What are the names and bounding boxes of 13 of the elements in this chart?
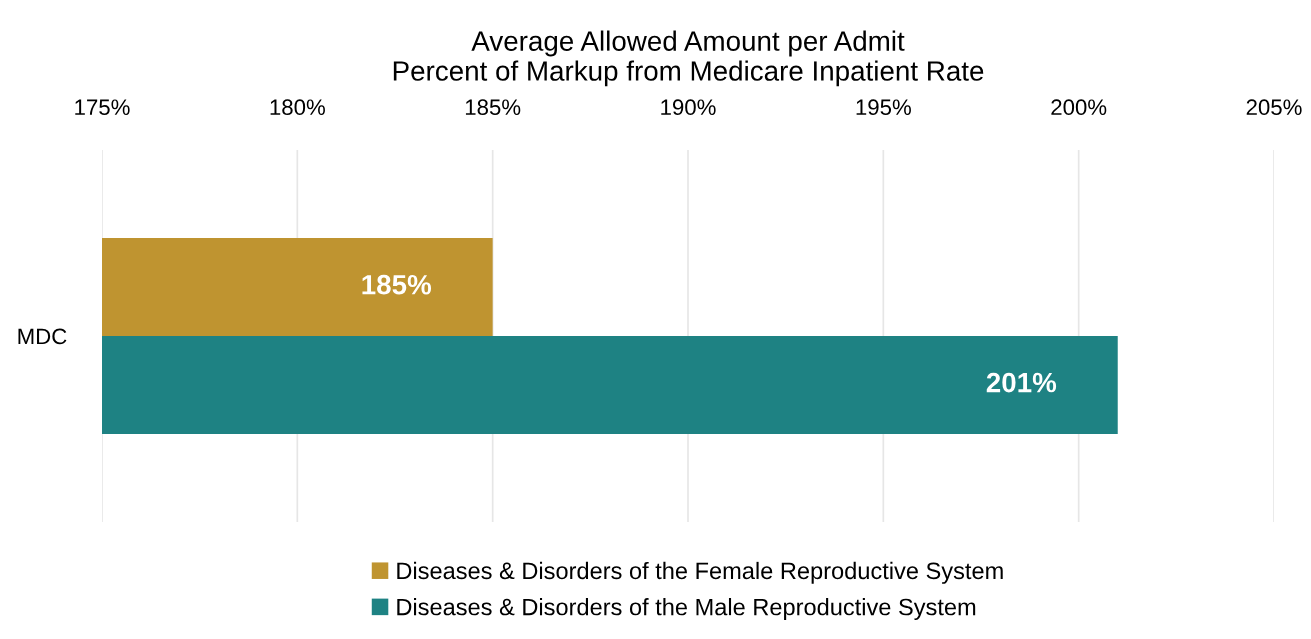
legend-label: Diseases & Disorders of the Male Reproductive System bbox=[397, 598, 976, 621]
x-tick-label: 175% bbox=[75, 99, 130, 116]
data-label: 201% bbox=[986, 372, 1057, 393]
data-label: 185% bbox=[362, 274, 432, 295]
x-tick-label: 200% bbox=[1051, 99, 1107, 116]
y-tick-label: MDC bbox=[18, 328, 67, 345]
x-tick-label: 195% bbox=[856, 99, 911, 116]
chart-title: Average Allowed Amount per Admit Percent of Markup from Medicare Inpatient Rate bbox=[393, 30, 984, 87]
x-tick-label: 190% bbox=[661, 99, 716, 116]
x-tick-label: 185% bbox=[465, 99, 521, 116]
legend-label: Diseases & Disorders of the Female Reproductive System bbox=[397, 561, 1003, 584]
x-tick-label: 205% bbox=[1246, 99, 1302, 116]
x-tick-label: 180% bbox=[270, 99, 325, 116]
